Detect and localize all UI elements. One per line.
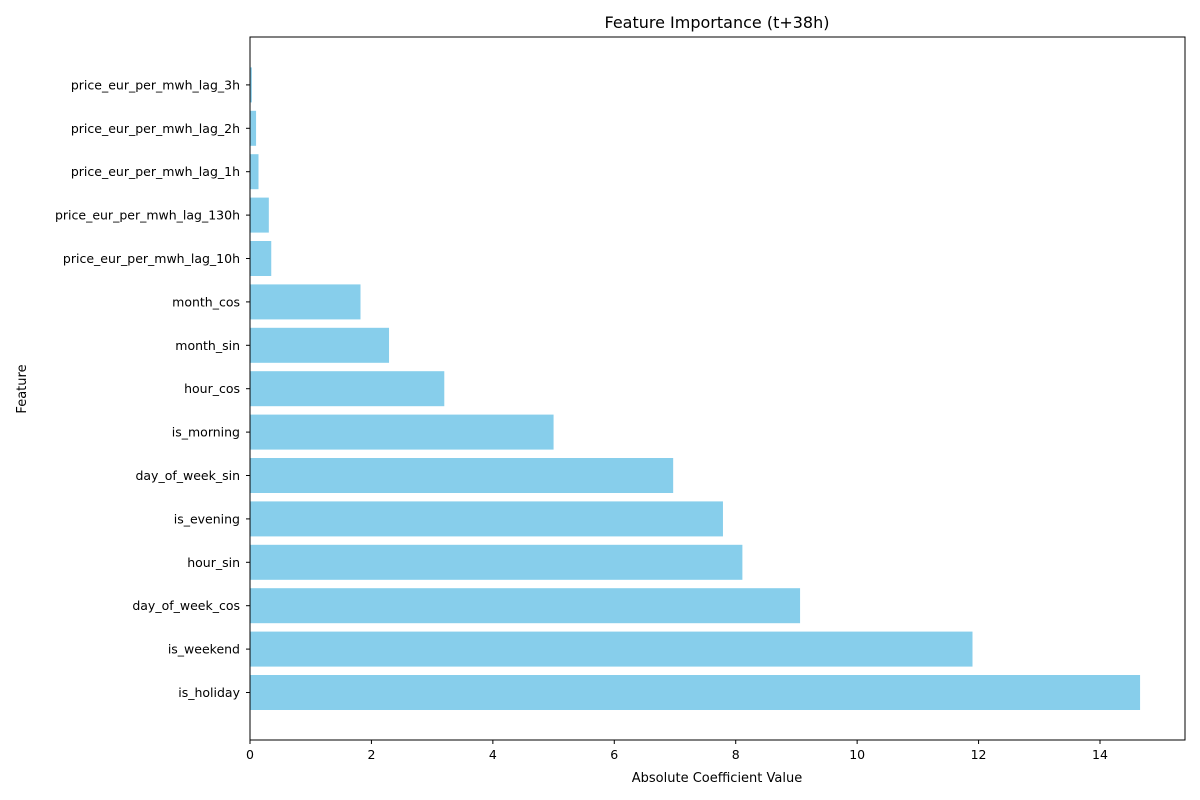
y-tick-label: price_eur_per_mwh_lag_2h xyxy=(71,121,240,136)
bar-price-eur-per-mwh-lag-2h xyxy=(250,110,257,146)
x-axis-label: Absolute Coefficient Value xyxy=(632,771,802,786)
x-ticks-group: 0 2 4 6 8 10 12 14 xyxy=(246,740,1108,762)
chart-title: Feature Importance (t+38h) xyxy=(605,13,830,32)
y-tick-label: hour_sin xyxy=(187,555,240,570)
bar-is-morning xyxy=(250,414,554,450)
bar-is-evening xyxy=(250,501,723,537)
y-tick-label: day_of_week_cos xyxy=(132,598,240,613)
bar-month-cos xyxy=(250,284,361,320)
y-tick-label: is_weekend xyxy=(168,642,240,657)
y-tick-label: price_eur_per_mwh_lag_3h xyxy=(71,77,240,92)
x-tick-label: 4 xyxy=(489,747,497,762)
y-tick-label: hour_cos xyxy=(184,381,240,396)
y-tick-label: day_of_week_sin xyxy=(135,468,240,483)
bar-price-eur-per-mwh-lag-1h xyxy=(250,154,259,190)
y-tick-label: price_eur_per_mwh_lag_10h xyxy=(63,251,240,266)
y-tick-label: month_cos xyxy=(172,294,240,309)
x-tick-label: 8 xyxy=(732,747,740,762)
bar-price-eur-per-mwh-lag-10h xyxy=(250,241,272,276)
bar-is-holiday xyxy=(250,675,1141,710)
bar-hour-cos xyxy=(250,371,445,407)
y-tick-label: price_eur_per_mwh_lag_130h xyxy=(55,208,240,223)
bar-month-sin xyxy=(250,327,390,363)
y-axis-label: Feature xyxy=(15,364,30,413)
y-ticks-group: is_holiday is_weekend day_of_week_cos hour_… xyxy=(55,77,250,700)
y-tick-label: price_eur_per_mwh_lag_1h xyxy=(71,164,240,179)
bar-is-weekend xyxy=(250,631,973,667)
x-tick-label: 6 xyxy=(610,747,618,762)
y-tick-label: is_morning xyxy=(172,425,240,440)
bar-price-eur-per-mwh-lag-3h xyxy=(250,67,252,103)
bar-day-of-week-cos xyxy=(250,588,801,624)
y-tick-label: is_holiday xyxy=(178,685,240,700)
x-tick-label: 0 xyxy=(246,747,254,762)
y-tick-label: month_sin xyxy=(175,338,240,353)
bars-group xyxy=(250,67,1141,710)
bar-price-eur-per-mwh-lag-130h xyxy=(250,197,269,233)
x-tick-label: 14 xyxy=(1092,747,1108,762)
plot-frame xyxy=(249,36,1186,741)
bar-hour-sin xyxy=(250,544,743,580)
x-tick-label: 2 xyxy=(367,747,375,762)
x-tick-label: 12 xyxy=(971,747,987,762)
x-tick-label: 10 xyxy=(849,747,865,762)
bar-day-of-week-sin xyxy=(250,458,674,493)
y-tick-label: is_evening xyxy=(174,511,240,526)
